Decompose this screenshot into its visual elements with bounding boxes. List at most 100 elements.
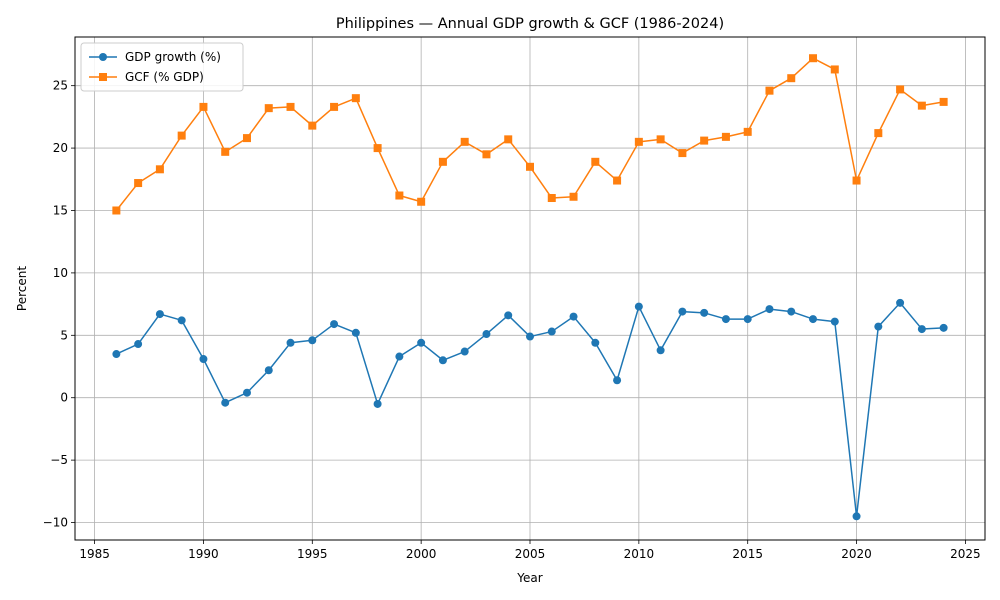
data-point xyxy=(939,97,948,106)
data-point xyxy=(917,325,926,334)
x-tick-label: 2025 xyxy=(950,547,981,561)
data-point xyxy=(482,330,491,339)
data-point xyxy=(591,157,600,166)
data-point xyxy=(743,127,752,136)
y-tick-label: 15 xyxy=(53,203,68,217)
data-point xyxy=(830,317,839,326)
data-point xyxy=(395,191,404,200)
y-tick-label: 0 xyxy=(60,391,68,405)
data-point xyxy=(438,356,447,365)
data-point xyxy=(373,399,382,408)
data-point xyxy=(569,192,578,201)
chart-title: Philippines — Annual GDP growth & GCF (1… xyxy=(336,16,724,32)
y-axis: −10 −5 0 5 10 15 20 25 xyxy=(43,79,75,530)
data-point xyxy=(526,332,534,341)
data-point xyxy=(700,308,709,317)
data-point xyxy=(242,134,251,143)
data-point xyxy=(678,307,687,316)
data-point xyxy=(721,132,730,141)
data-point xyxy=(504,311,513,320)
legend-item: GCF (% GDP) xyxy=(89,70,204,84)
data-point xyxy=(177,316,186,325)
data-point xyxy=(286,338,295,347)
data-point xyxy=(634,137,643,146)
data-point xyxy=(221,398,230,407)
x-axis-label: Year xyxy=(516,571,542,585)
series-1 xyxy=(112,298,948,521)
data-point xyxy=(656,135,665,144)
data-point xyxy=(700,136,709,145)
data-point xyxy=(242,388,251,397)
series-layer xyxy=(112,54,948,521)
data-point xyxy=(221,147,230,156)
legend-label: GDP growth (%) xyxy=(125,50,221,64)
data-point xyxy=(547,194,556,203)
data-point xyxy=(504,135,513,144)
x-tick-label: 2015 xyxy=(732,547,763,561)
data-point xyxy=(743,315,752,324)
x-tick-label: 1985 xyxy=(79,547,110,561)
legend: GDP growth (%) GCF (% GDP) xyxy=(80,42,244,92)
data-point xyxy=(939,323,948,332)
data-point xyxy=(678,149,687,158)
legend-item: GDP growth (%) xyxy=(89,50,221,64)
x-tick-label: 1995 xyxy=(297,547,328,561)
x-tick-label: 2000 xyxy=(406,547,437,561)
x-tick-label: 2020 xyxy=(841,547,872,561)
data-point xyxy=(417,338,426,347)
grid xyxy=(75,37,985,540)
data-point xyxy=(569,312,578,321)
data-point xyxy=(112,350,121,359)
data-point xyxy=(613,176,622,185)
data-point xyxy=(308,121,317,130)
data-point xyxy=(177,131,186,140)
data-point xyxy=(134,340,143,349)
data-point xyxy=(656,346,665,355)
data-point xyxy=(395,352,404,361)
y-tick-label: −5 xyxy=(50,453,68,467)
x-tick-label: 2005 xyxy=(515,547,546,561)
data-point xyxy=(852,512,861,521)
data-point xyxy=(199,102,208,111)
legend-box xyxy=(80,42,244,92)
data-point xyxy=(896,298,905,307)
data-point xyxy=(547,327,556,336)
y-axis-label: Percent xyxy=(15,266,29,311)
x-tick-label: 1990 xyxy=(188,547,219,561)
data-point xyxy=(286,102,295,111)
series-2 xyxy=(112,54,948,215)
data-point xyxy=(351,94,360,103)
data-point xyxy=(765,305,774,314)
data-point xyxy=(155,165,164,174)
data-point xyxy=(330,102,339,111)
data-point xyxy=(852,176,861,185)
data-point xyxy=(874,129,883,138)
data-point xyxy=(460,347,469,356)
data-point xyxy=(482,150,491,159)
y-tick-label: 5 xyxy=(60,328,68,342)
data-point xyxy=(787,307,796,316)
data-point xyxy=(591,338,600,347)
data-point xyxy=(330,320,339,329)
data-point xyxy=(264,104,273,113)
data-point xyxy=(112,206,121,215)
data-point xyxy=(874,322,883,331)
data-point xyxy=(917,101,926,110)
data-point xyxy=(765,86,774,95)
data-point xyxy=(438,157,447,166)
data-point xyxy=(155,310,164,319)
data-point xyxy=(787,74,796,83)
data-point xyxy=(830,65,839,74)
data-point xyxy=(417,197,426,206)
data-point xyxy=(896,85,905,94)
legend-marker xyxy=(99,53,107,61)
x-axis: 1985 1990 1995 2000 2005 2010 2015 2020 2025 xyxy=(79,540,981,561)
y-tick-label: 10 xyxy=(53,266,68,280)
data-point xyxy=(351,328,360,337)
data-point xyxy=(526,162,534,171)
data-point xyxy=(460,137,469,146)
data-point xyxy=(373,144,382,153)
y-tick-label: 20 xyxy=(53,141,68,155)
